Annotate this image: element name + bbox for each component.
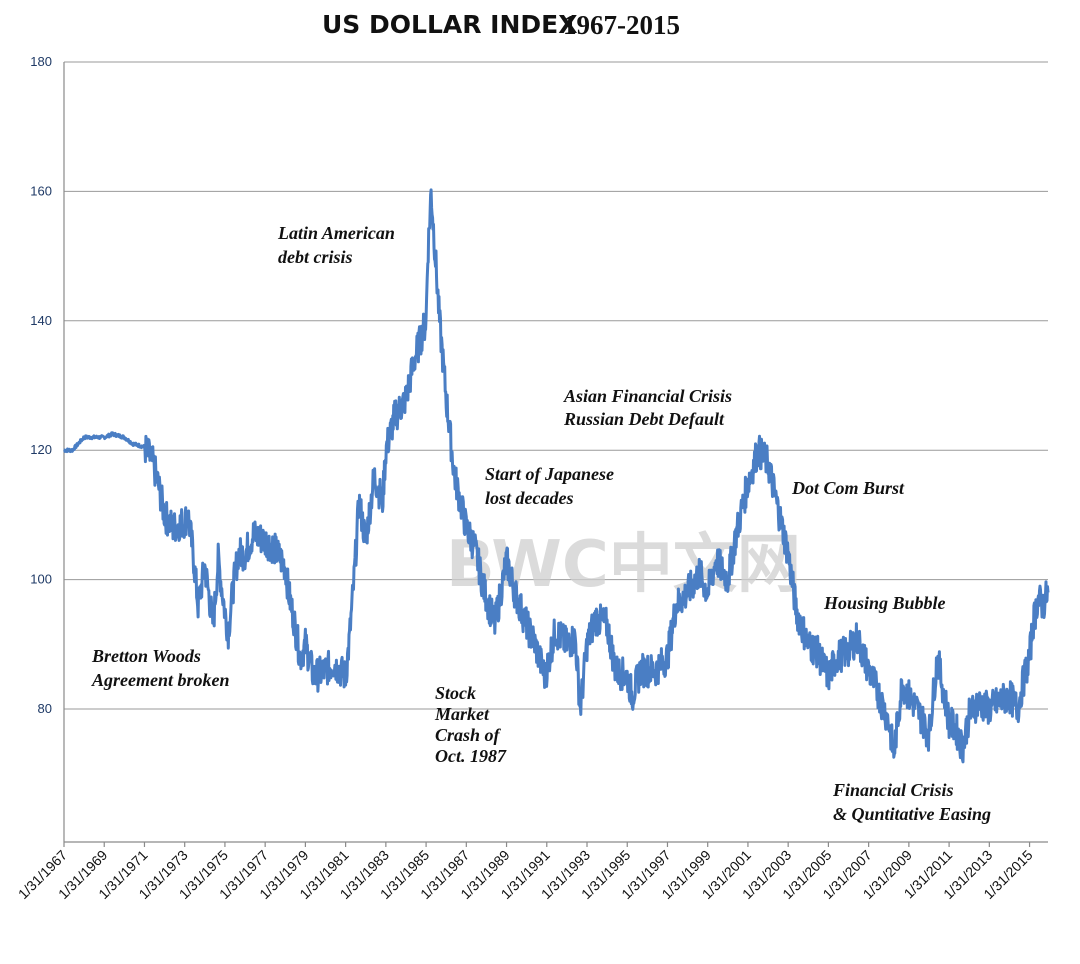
x-axis-ticks: 1/31/19671/31/19691/31/19711/31/19731/31… xyxy=(15,842,1036,902)
gridlines xyxy=(63,61,1048,843)
chart-title: US DOLLAR INDEX xyxy=(322,10,578,39)
y-axis-ticks: 80 100 120 140 160 180 xyxy=(30,54,52,716)
y-tick-label: 120 xyxy=(30,442,52,457)
y-tick-label: 140 xyxy=(30,313,52,328)
series-line-dollar-index xyxy=(63,188,1050,764)
annotation: Asian Financial Crisis Russian Debt Defau… xyxy=(563,386,732,429)
series-layer xyxy=(63,188,1050,764)
annotation: Financial Crisis & Quntitative Easing xyxy=(832,780,991,824)
annotation: Housing Bubble xyxy=(823,593,946,613)
annotation: Bretton Woods Agreement broken xyxy=(91,646,230,690)
annotation: Dot Com Burst xyxy=(791,478,905,498)
y-tick-label: 100 xyxy=(30,572,52,587)
annotation: Latin American debt crisis xyxy=(277,223,395,267)
annotation: Start of Japanese lost decades xyxy=(485,464,614,508)
y-tick-label: 80 xyxy=(38,701,52,716)
annotations: Latin American debt crisis Bretton Woods Ag… xyxy=(91,223,991,824)
annotation: Stock Market Crash of Oct. 1987 xyxy=(434,683,507,766)
y-tick-label: 160 xyxy=(30,183,52,198)
y-tick-label: 180 xyxy=(30,54,52,69)
chart-title-years: 1967-2015 xyxy=(563,10,680,40)
